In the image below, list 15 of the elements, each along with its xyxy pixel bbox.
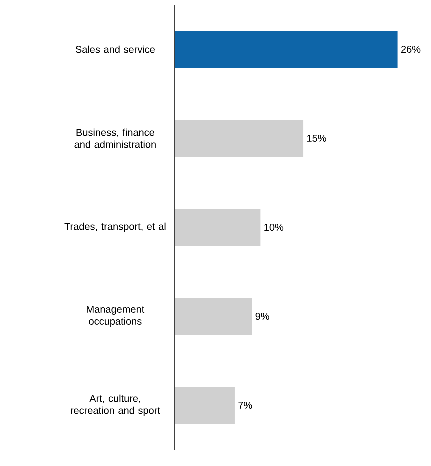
y-tick-label: Trades, transport, et al [64,222,166,232]
y-tick-label: Art, culture, recreation and sport [71,394,160,416]
data-label: 10% [264,224,284,232]
y-tick-label: Sales and service [76,46,156,54]
y-tick-label: Management occupations [87,306,145,327]
data-label: 7% [238,402,252,410]
bar [174,31,398,68]
data-label: 15% [308,134,326,142]
y-tick-label: Business, finance and administration [74,128,156,148]
bar [174,209,261,246]
bar [174,120,304,158]
data-label: 26% [401,46,421,54]
bar [174,387,235,424]
bar [174,298,252,335]
data-label: 9% [256,312,270,320]
